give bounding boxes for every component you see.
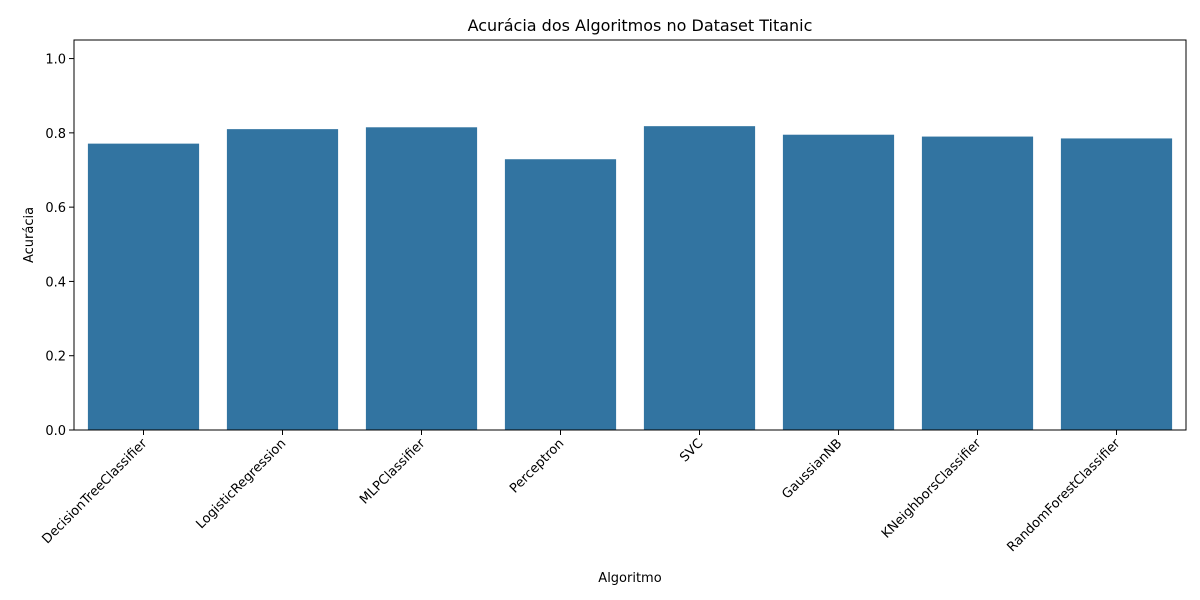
y-tick-label: 0.8 [45,127,66,142]
y-tick-label: 0.6 [45,201,66,216]
plot-frame [73,39,1187,431]
bar-SVC [643,126,756,431]
x-tick-label: GaussianNB [779,436,845,502]
y-axis-label: Acurácia [22,207,37,263]
y-axis: 0.0 0.2 0.4 0.6 0.8 1.0 [45,53,74,439]
y-tick-label: 1.0 [45,53,66,68]
x-tick-label: RandomForestClassifier [1004,436,1123,555]
bar-GaussianNB [782,134,895,430]
bar-RandomForestClassifier [1060,138,1173,430]
x-tick-label: LogisticRegression [193,436,289,532]
x-tick-label: Perceptron [507,436,567,496]
x-tick-label: MLPClassifier [357,436,429,508]
y-tick-label: 0.4 [45,275,66,290]
y-tick-label: 0.0 [45,424,66,439]
bar-KNeighborsClassifier [921,136,1034,430]
bars-group [87,126,1173,431]
x-tick-label: DecisionTreeClassifier [39,436,150,547]
x-axis-label: Algoritmo [598,571,661,586]
x-axis: DecisionTreeClassifier LogisticRegression… [39,430,1124,555]
y-tick-label: 0.2 [45,350,66,365]
bar-MLPClassifier [365,127,478,430]
chart-title: Acurácia dos Algoritmos no Dataset Titan… [468,16,813,35]
x-tick-label: KNeighborsClassifier [879,436,985,542]
bar-DecisionTreeClassifier [87,143,200,430]
x-tick-label: SVC [677,436,706,465]
bar-LogisticRegression [226,129,339,430]
bar-Perceptron [504,159,617,431]
